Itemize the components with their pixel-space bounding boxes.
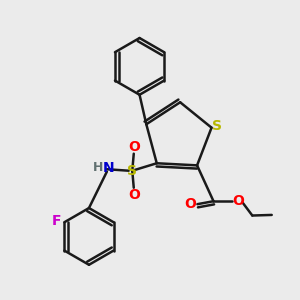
Text: F: F — [52, 214, 62, 228]
Text: O: O — [232, 194, 244, 208]
Text: S: S — [127, 164, 137, 178]
Text: O: O — [128, 188, 140, 202]
Text: H: H — [93, 161, 103, 174]
Text: O: O — [184, 197, 196, 211]
Text: S: S — [212, 119, 222, 133]
Text: N: N — [103, 161, 114, 175]
Text: O: O — [128, 140, 140, 154]
